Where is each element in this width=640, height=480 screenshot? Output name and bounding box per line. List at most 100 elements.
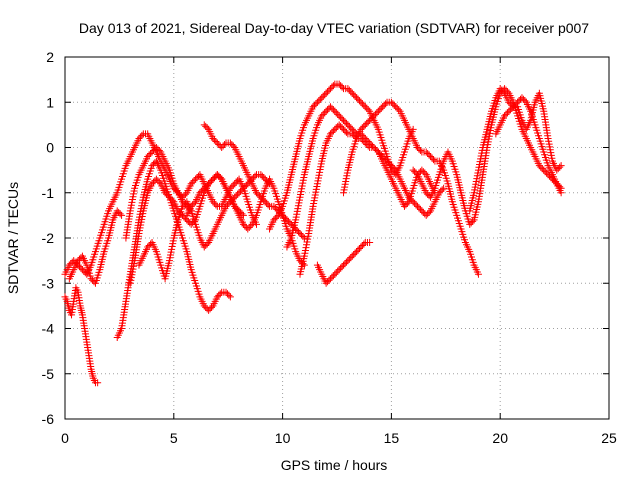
data-point xyxy=(189,201,197,209)
data-point xyxy=(200,243,208,251)
data-point xyxy=(540,166,548,174)
data-point xyxy=(324,278,332,286)
data-point xyxy=(332,109,340,117)
data-point xyxy=(419,168,427,176)
data-point xyxy=(239,184,247,192)
data-point xyxy=(213,293,221,301)
data-point xyxy=(238,210,246,218)
data-point xyxy=(116,210,124,218)
data-point xyxy=(161,189,169,197)
data-point xyxy=(232,178,240,186)
y-tick-label: 0 xyxy=(46,140,54,156)
data-point xyxy=(508,104,516,112)
data-point xyxy=(496,85,504,93)
data-point xyxy=(202,242,210,250)
data-point xyxy=(205,180,213,188)
data-point xyxy=(341,260,349,268)
data-point xyxy=(280,213,288,221)
data-point xyxy=(154,145,162,153)
data-point xyxy=(179,202,187,210)
x-tick-label: 20 xyxy=(492,430,508,446)
data-point xyxy=(415,204,423,212)
data-point xyxy=(376,106,384,114)
data-point xyxy=(331,107,339,115)
data-point xyxy=(344,85,352,93)
data-point xyxy=(283,216,291,224)
data-point xyxy=(376,150,384,158)
series-track-14 xyxy=(340,98,482,278)
data-point xyxy=(348,130,356,138)
data-point xyxy=(309,103,317,111)
data-point xyxy=(80,267,88,275)
data-point xyxy=(429,156,437,164)
data-point xyxy=(148,180,156,188)
x-axis-label: GPS time / hours xyxy=(281,457,388,473)
data-point xyxy=(366,239,374,247)
data-marks xyxy=(61,80,565,387)
data-point xyxy=(357,243,365,251)
data-point xyxy=(438,186,446,194)
data-point xyxy=(326,275,334,283)
data-point xyxy=(425,208,433,216)
data-point xyxy=(370,112,378,120)
data-point xyxy=(144,153,152,161)
data-point xyxy=(78,266,86,274)
data-point xyxy=(332,269,340,277)
data-point xyxy=(226,293,234,301)
data-point xyxy=(326,85,334,93)
data-point xyxy=(329,106,337,114)
data-point xyxy=(209,134,217,142)
data-point xyxy=(206,305,214,313)
data-point xyxy=(312,100,320,108)
data-point xyxy=(553,166,561,174)
data-point xyxy=(255,192,263,200)
data-point xyxy=(521,97,529,105)
data-point xyxy=(218,144,226,151)
data-point xyxy=(357,98,365,106)
data-point xyxy=(257,171,265,179)
data-point xyxy=(284,217,292,225)
data-point xyxy=(325,86,333,94)
data-point xyxy=(244,225,252,233)
data-point xyxy=(425,151,433,159)
data-point xyxy=(390,165,398,173)
series-track-7 xyxy=(135,171,274,283)
data-point xyxy=(229,181,237,189)
data-point xyxy=(556,163,564,171)
data-point xyxy=(358,136,366,144)
series-track-15 xyxy=(409,85,565,228)
chart-title: Day 013 of 2021, Sidereal Day-to-day VTE… xyxy=(79,20,589,36)
data-point xyxy=(200,184,208,192)
data-point xyxy=(400,202,408,210)
data-point xyxy=(270,202,278,210)
data-point xyxy=(190,177,198,185)
data-point xyxy=(340,125,348,133)
data-point xyxy=(202,122,210,130)
data-point xyxy=(351,92,359,100)
data-point xyxy=(337,113,345,121)
data-point xyxy=(215,291,223,299)
data-point xyxy=(254,190,262,198)
data-point xyxy=(155,147,163,155)
data-point xyxy=(228,183,236,191)
data-point xyxy=(206,178,214,186)
data-point xyxy=(360,137,368,145)
data-point xyxy=(546,172,554,180)
data-point xyxy=(411,168,419,176)
data-point xyxy=(318,112,326,120)
data-point xyxy=(374,107,382,115)
x-tick-label: 25 xyxy=(601,430,617,446)
data-point xyxy=(392,103,400,111)
series-track-11 xyxy=(283,103,439,251)
data-point xyxy=(329,127,337,135)
data-point xyxy=(147,150,155,158)
data-point xyxy=(234,190,242,198)
data-point xyxy=(361,121,369,129)
y-tick-label: 2 xyxy=(46,49,54,65)
data-point xyxy=(384,159,392,167)
data-point xyxy=(353,248,361,256)
data-point xyxy=(261,198,269,206)
data-point xyxy=(383,157,391,165)
data-point xyxy=(181,190,189,198)
data-point xyxy=(348,252,356,260)
